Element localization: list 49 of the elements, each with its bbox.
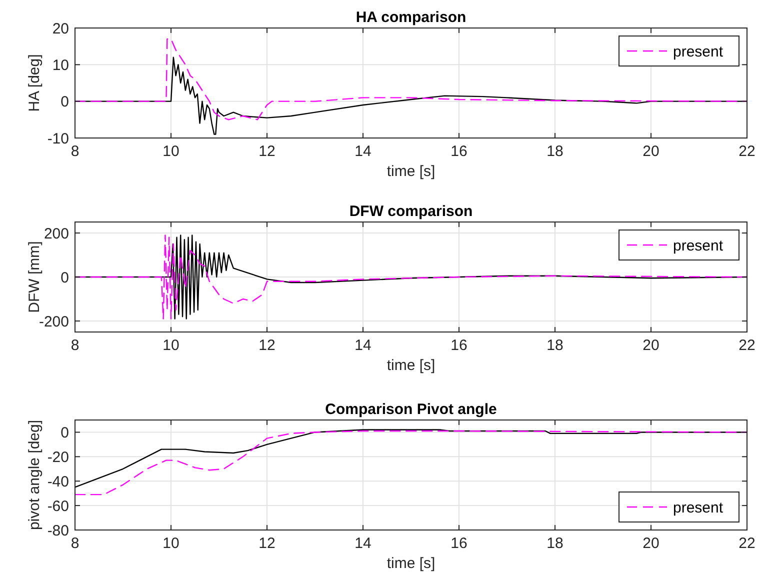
y-tick-label: 20 <box>52 20 69 38</box>
x-tick-label: 10 <box>162 143 180 160</box>
x-tick-label: 20 <box>642 143 660 160</box>
y-tick-label: -200 <box>38 313 69 330</box>
x-tick-label: 18 <box>546 337 564 354</box>
x-axis-title: time [s] <box>386 357 436 374</box>
legend-label: present <box>673 43 724 60</box>
x-tick-label: 22 <box>738 143 756 160</box>
x-tick-label: 16 <box>450 143 468 160</box>
x-tick-label: 12 <box>258 143 276 160</box>
x-tick-label: 12 <box>258 535 276 552</box>
legend-label: present <box>673 237 724 254</box>
y-axis-title: HA [deg] <box>26 54 43 112</box>
y-axis-title: DFW [mm] <box>26 241 43 313</box>
x-tick-label: 8 <box>70 143 80 160</box>
x-tick-label: 14 <box>354 143 372 160</box>
chart-title: Comparison Pivot angle <box>325 401 497 418</box>
x-tick-label: 18 <box>546 143 564 160</box>
x-tick-label: 10 <box>162 337 180 354</box>
legend-label: present <box>673 499 724 516</box>
x-tick-label: 20 <box>642 535 660 552</box>
chart-title: HA comparison <box>356 9 466 26</box>
y-axis-title: pivot angle [deg] <box>26 420 43 530</box>
y-tick-label: -20 <box>47 448 69 466</box>
y-tick-label: 0 <box>60 269 69 286</box>
x-tick-label: 16 <box>450 337 468 354</box>
x-tick-label: 22 <box>738 535 756 552</box>
x-axis-title: time [s] <box>386 163 436 180</box>
y-tick-label: -60 <box>47 498 69 515</box>
x-axis-title: time [s] <box>386 555 436 572</box>
x-tick-label: 14 <box>354 337 372 354</box>
x-tick-label: 8 <box>70 535 80 552</box>
x-tick-label: 20 <box>642 337 660 354</box>
x-tick-label: 8 <box>70 337 80 354</box>
y-tick-label: 0 <box>60 94 69 111</box>
line-series <box>74 38 748 120</box>
y-tick-label: 10 <box>52 56 69 74</box>
x-tick-label: 16 <box>450 535 468 552</box>
x-tick-label: 10 <box>162 535 180 552</box>
x-tick-label: 22 <box>738 337 756 354</box>
y-tick-label: -40 <box>47 473 69 490</box>
x-tick-label: 14 <box>354 535 372 552</box>
chart-title: DFW comparison <box>349 203 473 220</box>
y-tick-label: 0 <box>60 424 69 442</box>
x-tick-label: 12 <box>258 337 276 354</box>
x-tick-label: 18 <box>546 535 564 552</box>
y-tick-label: -80 <box>47 522 69 540</box>
y-tick-label: 200 <box>44 225 69 242</box>
y-tick-label: -10 <box>47 130 69 148</box>
